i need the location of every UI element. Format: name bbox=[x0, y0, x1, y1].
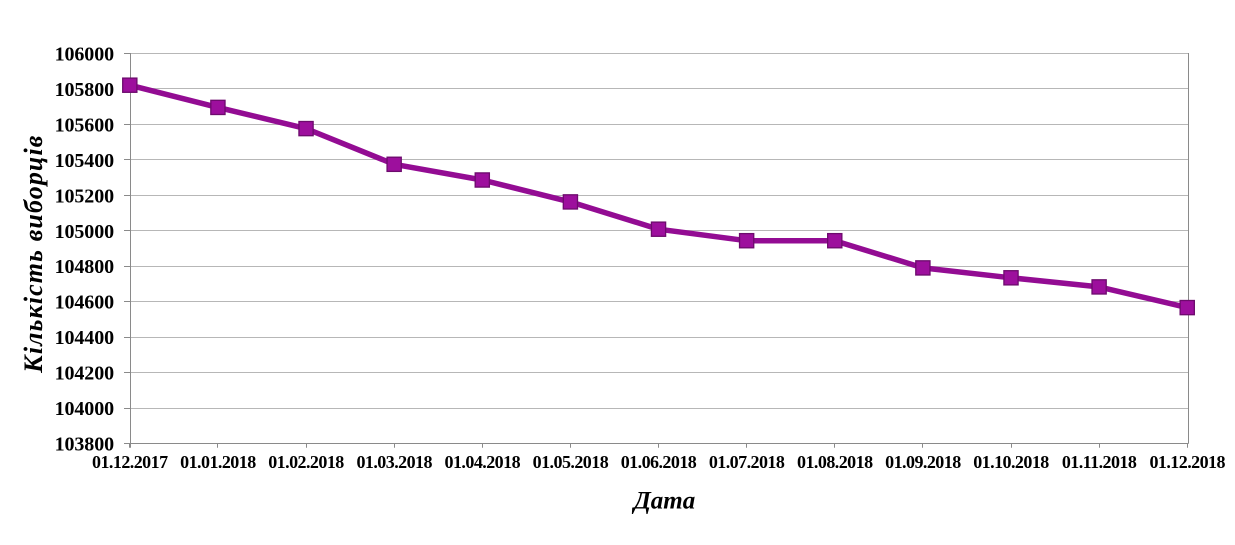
svg-text:01.12.2017: 01.12.2017 bbox=[92, 452, 168, 472]
svg-text:104200: 104200 bbox=[55, 363, 115, 385]
svg-text:Кількість виборців: Кількість виборців bbox=[19, 134, 48, 373]
svg-text:01.11.2018: 01.11.2018 bbox=[1062, 452, 1137, 472]
svg-text:105200: 105200 bbox=[55, 185, 115, 207]
svg-text:105000: 105000 bbox=[55, 221, 115, 243]
svg-text:104000: 104000 bbox=[55, 398, 115, 420]
svg-text:Дата: Дата bbox=[632, 488, 696, 515]
svg-text:01.05.2018: 01.05.2018 bbox=[533, 452, 609, 472]
svg-text:104400: 104400 bbox=[55, 327, 115, 349]
svg-text:105600: 105600 bbox=[55, 114, 115, 136]
svg-text:103800: 103800 bbox=[55, 434, 115, 456]
svg-text:01.04.2018: 01.04.2018 bbox=[445, 452, 521, 472]
svg-text:104600: 104600 bbox=[55, 292, 115, 314]
svg-text:01.09.2018: 01.09.2018 bbox=[885, 452, 961, 472]
svg-text:01.10.2018: 01.10.2018 bbox=[973, 452, 1049, 472]
svg-text:01.12.2018: 01.12.2018 bbox=[1149, 452, 1225, 472]
svg-text:01.08.2018: 01.08.2018 bbox=[797, 452, 873, 472]
svg-text:105400: 105400 bbox=[55, 150, 115, 172]
svg-text:01.02.2018: 01.02.2018 bbox=[268, 452, 344, 472]
svg-text:01.06.2018: 01.06.2018 bbox=[621, 452, 697, 472]
svg-text:01.03.2018: 01.03.2018 bbox=[356, 452, 432, 472]
svg-text:105800: 105800 bbox=[55, 79, 115, 101]
svg-text:104800: 104800 bbox=[55, 256, 115, 278]
svg-text:01.01.2018: 01.01.2018 bbox=[180, 452, 256, 472]
svg-text:01.07.2018: 01.07.2018 bbox=[709, 452, 785, 472]
svg-text:106000: 106000 bbox=[55, 44, 115, 66]
